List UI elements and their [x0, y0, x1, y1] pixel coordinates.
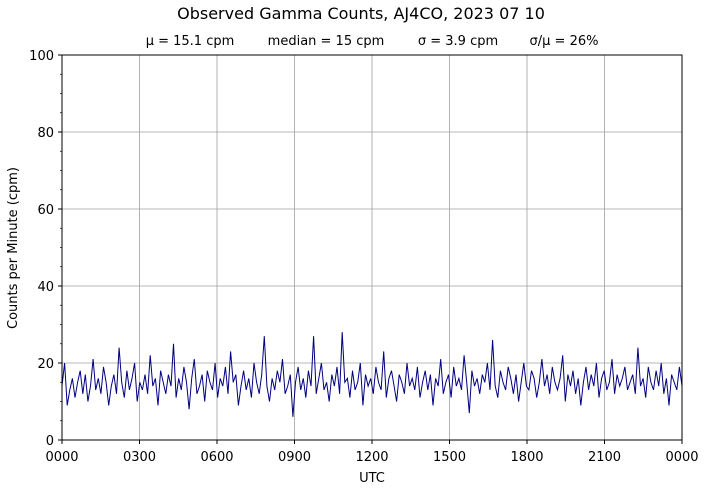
- stat-cv: σ/μ = 26%: [530, 34, 599, 49]
- x-tick-label: 1500: [433, 450, 466, 465]
- y-tick-label: 80: [37, 126, 54, 141]
- x-tick-label: 0600: [200, 450, 233, 465]
- x-axis-label: UTC: [359, 471, 385, 486]
- stat-median: median = 15 cpm: [268, 34, 385, 49]
- chart-title: Observed Gamma Counts, AJ4CO, 2023 07 10: [177, 4, 545, 23]
- y-tick-label: 0: [46, 434, 54, 449]
- y-tick-label: 40: [37, 280, 54, 295]
- x-tick-label: 2100: [588, 450, 621, 465]
- stat-mean: μ = 15.1 cpm: [146, 34, 235, 49]
- x-tick-label: 1800: [510, 450, 543, 465]
- x-tick-label: 0300: [123, 450, 156, 465]
- gamma-count-line: [61, 332, 683, 417]
- y-tick-label: 60: [37, 203, 54, 218]
- y-axis-label: Counts per Minute (cpm): [6, 167, 21, 329]
- stat-sigma: σ = 3.9 cpm: [418, 34, 498, 49]
- y-tick-label: 20: [37, 357, 54, 372]
- x-tick-label: 0000: [665, 450, 698, 465]
- y-tick-label: 100: [29, 49, 54, 64]
- x-tick-label: 0000: [45, 450, 78, 465]
- x-tick-label: 1200: [355, 450, 388, 465]
- x-tick-label: 0900: [278, 450, 311, 465]
